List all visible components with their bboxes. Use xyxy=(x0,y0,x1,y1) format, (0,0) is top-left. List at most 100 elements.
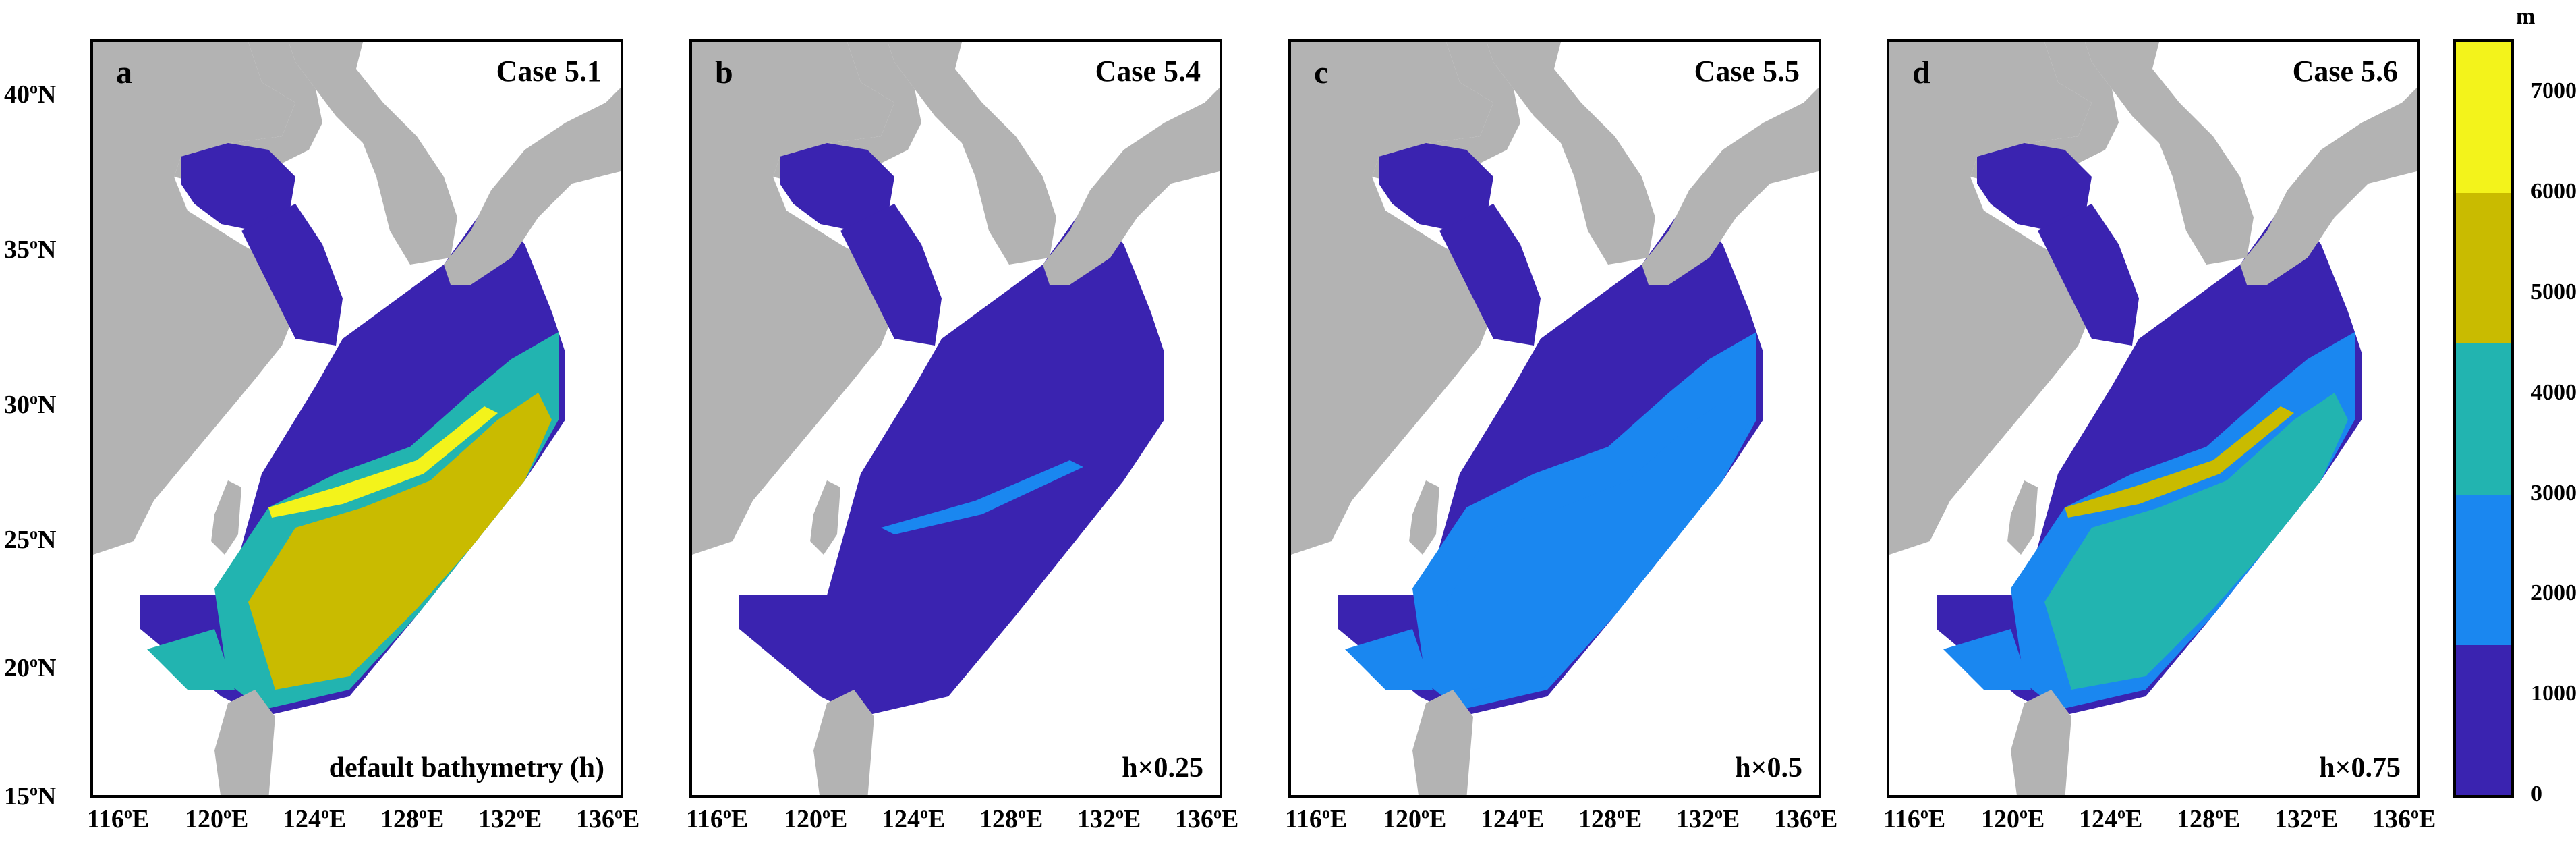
panel-letter: d xyxy=(1912,55,1930,90)
panel-case-label: Case 5.6 xyxy=(2292,55,2398,88)
sea-bohai xyxy=(1379,143,1493,231)
land-korea xyxy=(2085,42,2254,265)
land-mainland xyxy=(1889,42,2092,555)
land-luzon xyxy=(2011,690,2071,795)
sea-basin-deep xyxy=(2044,393,2348,690)
sea-bohai xyxy=(181,143,295,231)
land-luzon xyxy=(214,690,275,795)
colorbar-segment xyxy=(2456,192,2511,344)
lon-tick-label: 132oE xyxy=(2274,804,2339,833)
ryukyu-trench xyxy=(268,406,498,518)
colorbar-tick-label: 5000 xyxy=(2531,279,2576,304)
colorbar-tick-label: 7000 xyxy=(2531,78,2576,104)
land-luzon xyxy=(1412,690,1473,795)
panel-letter: c xyxy=(1314,55,1329,90)
sea-basin-deep xyxy=(1446,393,1750,690)
land-mainland xyxy=(93,42,295,555)
bathymetry-map xyxy=(1889,42,2417,795)
colorbar-tick-label: 0 xyxy=(2531,781,2542,806)
colorbar-tick-label: 2000 xyxy=(2531,580,2576,606)
land-japan xyxy=(2240,88,2417,285)
sea-basin-deep xyxy=(248,393,552,690)
land-mainland xyxy=(692,42,894,555)
sea-yellow xyxy=(840,204,942,346)
colorbar-segment xyxy=(2456,644,2511,795)
colorbar-tick-label: 6000 xyxy=(2531,179,2576,204)
land-mainland xyxy=(1291,42,1493,555)
lon-tick-label: 124oE xyxy=(2079,804,2143,833)
bathymetry-map xyxy=(1291,42,1819,795)
land-japan xyxy=(1043,88,1220,285)
sea-bashi-zone xyxy=(1345,629,1433,690)
lon-tick-label: 128oE xyxy=(1578,804,1642,833)
sea-bashi-zone xyxy=(1943,629,2031,690)
lon-tick-label: 128oE xyxy=(2177,804,2241,833)
land-korea xyxy=(289,42,457,265)
lon-tick-label: 116oE xyxy=(686,804,749,833)
sea-bohai xyxy=(1977,143,2092,231)
lat-tick-label: 20oN xyxy=(4,653,57,682)
lon-tick-label: 120oE xyxy=(1981,804,2045,833)
land-japan xyxy=(1642,88,1819,285)
lon-tick-label: 136oE xyxy=(576,804,640,833)
land-korea xyxy=(1487,42,1655,265)
panel-note: default bathymetry (h) xyxy=(328,752,604,783)
land-taiwan xyxy=(2007,480,2038,555)
lon-tick-label: 132oE xyxy=(478,804,542,833)
panel-case-label: Case 5.1 xyxy=(496,55,602,88)
colorbar-tick-label: 4000 xyxy=(2531,379,2576,405)
lon-tick-label: 136oE xyxy=(1774,804,1838,833)
lon-tick-label: 124oE xyxy=(882,804,946,833)
colorbar-segment xyxy=(2456,42,2511,194)
sea-shallow xyxy=(739,211,1164,717)
map-panel-b: b Case 5.4 h×0.25 xyxy=(689,39,1222,798)
lat-tick-label: 30oN xyxy=(4,390,57,419)
lon-tick-label: 120oE xyxy=(784,804,848,833)
map-panel-a: a Case 5.1 default bathymetry (h) xyxy=(90,39,623,798)
panel-case-label: Case 5.5 xyxy=(1694,55,1800,88)
lon-tick-label: 124oE xyxy=(1481,804,1545,833)
lon-tick-label: 128oE xyxy=(380,804,445,833)
panel-note: h×0.75 xyxy=(2319,752,2401,783)
lat-tick-label: 35oN xyxy=(4,235,57,264)
lon-tick-label: 132oE xyxy=(1077,804,1141,833)
colorbar-tick-label: 1000 xyxy=(2531,681,2576,707)
lat-tick-label: 40oN xyxy=(4,80,57,109)
trench-patch xyxy=(881,460,1083,534)
bathymetry-map xyxy=(93,42,621,795)
lon-tick-label: 120oE xyxy=(1383,804,1447,833)
sea-yellow xyxy=(1439,204,1541,346)
lat-tick-label: 25oN xyxy=(4,525,57,554)
lon-tick-label: 120oE xyxy=(185,804,249,833)
land-korea xyxy=(888,42,1056,265)
lon-tick-label: 116oE xyxy=(1285,804,1348,833)
sea-yellow xyxy=(2038,204,2139,346)
map-panel-d: d Case 5.6 h×0.75 xyxy=(1887,39,2420,798)
panel-case-label: Case 5.4 xyxy=(1095,55,1201,88)
colorbar-segment xyxy=(2456,343,2511,495)
land-taiwan xyxy=(211,480,241,555)
panel-note: h×0.5 xyxy=(1735,752,1802,783)
lon-tick-label: 116oE xyxy=(87,804,150,833)
lon-tick-label: 132oE xyxy=(1676,804,1740,833)
colorbar-tick-label: 3000 xyxy=(2531,480,2576,505)
map-panel-c: c Case 5.5 h×0.5 xyxy=(1288,39,1821,798)
sea-bashi-zone xyxy=(147,629,235,690)
lon-tick-label: 116oE xyxy=(1883,804,1946,833)
colorbar-segment xyxy=(2456,493,2511,645)
lon-tick-label: 128oE xyxy=(979,804,1043,833)
sea-yellow xyxy=(241,204,343,346)
land-taiwan xyxy=(810,480,840,555)
land-taiwan xyxy=(1409,480,1439,555)
panel-letter: b xyxy=(715,55,733,90)
lon-tick-label: 136oE xyxy=(2372,804,2436,833)
lon-tick-label: 124oE xyxy=(283,804,347,833)
panel-letter: a xyxy=(116,55,132,90)
colorbar-unit: m xyxy=(2516,4,2536,29)
bathymetry-map xyxy=(692,42,1220,795)
ryukyu-trench xyxy=(2065,406,2294,518)
colorbar xyxy=(2453,39,2514,798)
land-luzon xyxy=(813,690,874,795)
sea-bohai xyxy=(780,143,894,231)
land-japan xyxy=(444,88,621,285)
